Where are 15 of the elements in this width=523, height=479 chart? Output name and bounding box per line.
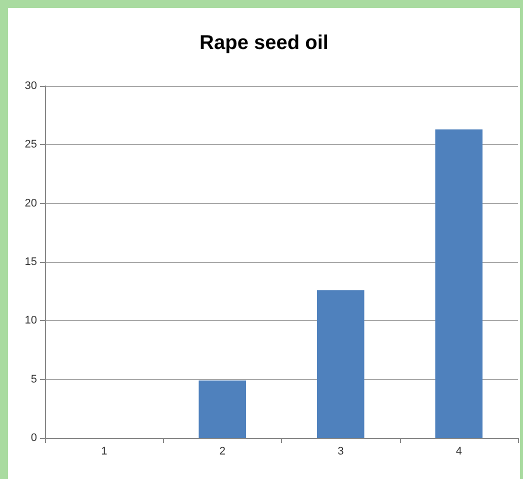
bar [198, 380, 246, 438]
x-tick-label: 2 [219, 446, 226, 458]
x-tick-label: 1 [101, 446, 108, 458]
y-tick-label: 30 [24, 80, 37, 92]
bar [435, 129, 483, 438]
y-tick-label: 25 [24, 138, 37, 151]
x-tick-label: 4 [456, 446, 462, 458]
y-tick-label: 10 [24, 314, 37, 327]
y-tick-label: 20 [24, 197, 37, 210]
chart-title: Rape seed oil [200, 32, 328, 54]
bar [316, 290, 364, 438]
y-tick-label: 0 [30, 432, 37, 444]
x-tick-label: 3 [338, 446, 344, 458]
y-tick-label: 5 [30, 373, 37, 386]
y-tick-label: 15 [24, 256, 37, 268]
